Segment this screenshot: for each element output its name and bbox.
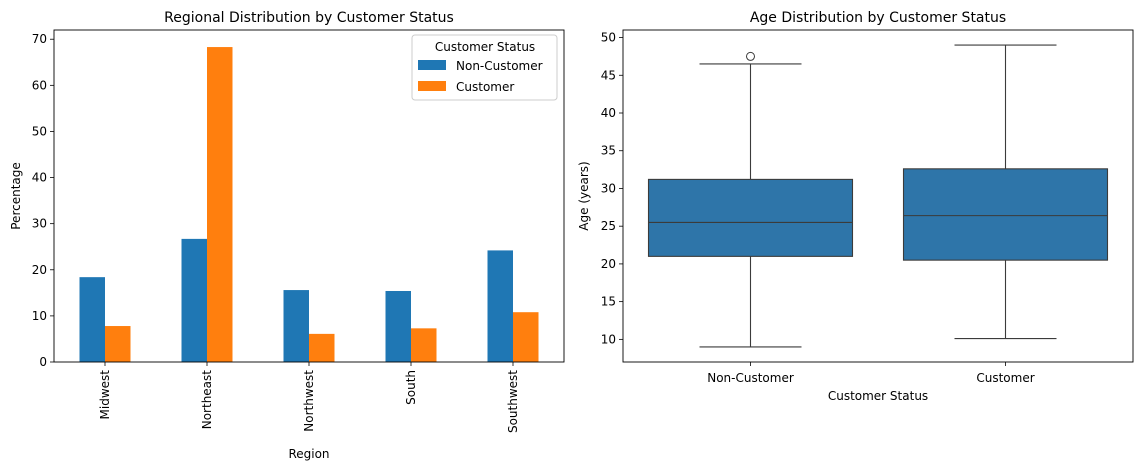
- bar-customer-northeast: [207, 47, 233, 363]
- box-y-tick-label: 45: [601, 68, 616, 82]
- bar-chart-x-axis: Midwest Northeast Northwest South Southwest: [98, 362, 520, 433]
- box-chart-title: Age Distribution by Customer Status: [750, 10, 1006, 26]
- box-chart-y-axis: 10 15 20 25 30 35 40 45 50: [601, 31, 623, 346]
- bar-y-tick-label: 50: [32, 124, 47, 138]
- box-y-tick-label: 15: [601, 295, 616, 309]
- bar-chart-y-axis: 0 10 20 30 40 50 60 70: [32, 32, 54, 369]
- bar-x-tick-label-northeast: Northeast: [200, 370, 214, 430]
- legend-swatch-customer: [418, 81, 446, 91]
- bar-y-tick-label: 20: [32, 263, 47, 277]
- bar-customer-southwest: [513, 312, 539, 362]
- box-chart-x-label: Customer Status: [828, 389, 928, 403]
- box-customer: [902, 168, 1109, 261]
- bar-chart: Regional Distribution by Customer Status…: [9, 10, 565, 461]
- bar-customer-south: [411, 328, 437, 362]
- box-y-tick-label: 10: [601, 332, 616, 346]
- bar-non-customer-midwest: [79, 277, 105, 362]
- bar-chart-y-label: Percentage: [9, 162, 23, 230]
- bar-y-tick-label: 70: [32, 32, 47, 46]
- box-y-tick-label: 20: [601, 257, 616, 271]
- box-y-tick-label: 30: [601, 181, 616, 195]
- box-y-tick-label: 40: [601, 106, 616, 120]
- outlier-non-customer: [746, 51, 755, 61]
- bar-customer-midwest: [105, 326, 131, 362]
- bar-non-customer-northeast: [181, 238, 207, 362]
- bar-non-customer-northwest: [283, 290, 309, 362]
- bar-x-tick-label-northwest: Northwest: [302, 370, 316, 432]
- legend-swatch-non-customer: [418, 60, 446, 70]
- bar-x-tick-label-midwest: Midwest: [98, 370, 112, 420]
- box-x-tick-label-customer: Customer: [976, 371, 1034, 385]
- bar-y-tick-label: 10: [32, 309, 47, 323]
- box-chart-y-label: Age (years): [577, 161, 591, 230]
- box-chart-plot-frame: [622, 29, 1134, 363]
- bar-chart-title: Regional Distribution by Customer Status: [164, 10, 454, 26]
- bar-chart-legend: Customer Status Non-Customer Customer: [411, 34, 558, 101]
- legend-title: Customer Status: [435, 40, 535, 54]
- box-chart-x-axis: Non-Customer Customer: [707, 362, 1035, 385]
- bar-chart-bars: [79, 47, 539, 363]
- box-y-tick-label: 25: [601, 219, 616, 233]
- bar-non-customer-southwest: [487, 250, 513, 362]
- bar-y-tick-label: 30: [32, 217, 47, 231]
- legend-label-customer: Customer: [456, 80, 514, 94]
- bar-customer-northwest: [309, 333, 335, 362]
- box-chart-boxes: [647, 44, 1109, 348]
- bar-x-tick-label-southwest: Southwest: [506, 370, 520, 433]
- box-non-customer: [647, 178, 854, 257]
- bar-non-customer-south: [385, 290, 411, 362]
- legend-frame: [411, 34, 558, 101]
- box-y-tick-label: 50: [601, 31, 616, 45]
- box-chart: Age Distribution by Customer Status 10 15…: [577, 10, 1134, 403]
- bar-y-tick-label: 0: [39, 355, 47, 369]
- bar-y-tick-label: 40: [32, 171, 47, 185]
- bar-chart-x-label: Region: [288, 447, 329, 461]
- box-y-tick-label: 35: [601, 144, 616, 158]
- box-x-tick-label-non-customer: Non-Customer: [707, 371, 794, 385]
- bar-x-tick-label-south: South: [404, 370, 418, 405]
- bar-chart-plot-frame: [53, 29, 565, 363]
- bar-y-tick-label: 60: [32, 78, 47, 92]
- legend-label-non-customer: Non-Customer: [456, 59, 543, 73]
